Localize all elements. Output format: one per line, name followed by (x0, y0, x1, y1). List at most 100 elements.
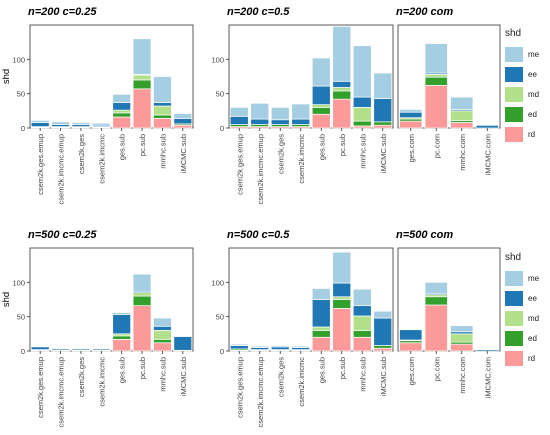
legend-item-md: md (505, 84, 550, 104)
legend-label-rd: rd (528, 353, 536, 363)
bar-segment-ed (112, 112, 132, 118)
x-tick-label: ges.sub (118, 357, 127, 383)
bar-segment-me (30, 120, 50, 123)
bar-segment-me (270, 107, 290, 121)
bar-segment-rd (332, 308, 352, 352)
bar-segment-md (311, 104, 331, 108)
bar-segment-me (424, 281, 448, 294)
bar-segment-me (153, 317, 172, 327)
bar-segment-ee (332, 282, 352, 298)
legend-title: shd (505, 252, 522, 263)
bar-segment-ed (352, 120, 372, 127)
bar-segment-me (352, 288, 372, 307)
bar-segment-ed (352, 330, 372, 338)
x-tick-label: mmhc.com (458, 134, 467, 171)
legend-label-md: md (528, 89, 540, 99)
y-tick-label: 0 (21, 124, 25, 133)
chart-panel-1: n=200 c=0.25 shd 0 50 100 csem2k.ges.emup csem… (1, 6, 194, 204)
bar-segment-ee (153, 325, 172, 331)
chart-panel-4: n=500 c=0.25 shd 0 50 100 csem2k.ges.emup csem… (1, 229, 194, 427)
x-tick-label: pc.com (432, 357, 441, 381)
bar-segment-rd (132, 305, 152, 352)
bar-segment-md (132, 74, 152, 81)
x-tick-label: iMCMC.com (483, 357, 492, 398)
bar-segment-rd (399, 342, 423, 352)
x-tick-label: csem2k.ges (77, 134, 86, 174)
bar-segment-ee (352, 305, 372, 317)
x-tick-label: csem2k.ges.emup (36, 357, 45, 418)
x-tick-label: ges.com (407, 134, 416, 162)
legend-swatch-md (505, 86, 523, 102)
y-tick-label: 100 (211, 278, 224, 287)
bar-segment-rd (352, 336, 372, 352)
bar-segment-me (132, 38, 152, 75)
bar-segment-rd (450, 343, 474, 352)
y-tick-label: 0 (220, 347, 224, 356)
bar-segment-md (153, 105, 172, 116)
bar-segment-rd (153, 118, 172, 129)
legend-swatch-rd (505, 126, 523, 142)
bar-segment-rd (132, 88, 152, 129)
bar-segment-ee (332, 80, 352, 88)
panel-title: n=200 c=0.5 (227, 6, 290, 18)
bar-segment-rd (173, 124, 193, 129)
bar-segment-me (450, 96, 474, 110)
bar-segment-me (424, 43, 448, 74)
x-tick-label: mmhc.sub (158, 357, 167, 392)
bar-segment-ee (30, 346, 50, 350)
bar-segment-me (311, 288, 331, 300)
x-tick-label: csem2k.imcmc.emup (57, 357, 66, 427)
y-axis-label: shd (1, 292, 12, 307)
bar-segment-rd (424, 85, 448, 129)
bar-segment-ed (373, 121, 393, 126)
legend-swatch-md (505, 310, 523, 326)
bar-segment-me (250, 345, 270, 348)
y-tick-label: 50 (17, 313, 25, 322)
bar-segment-ed (311, 330, 331, 338)
bar-segment-ee (399, 329, 423, 341)
legend-item-ee: ee (505, 64, 550, 84)
bar-segment-me (332, 251, 352, 284)
x-tick-label: pc.com (432, 134, 441, 158)
x-tick-label: csem2k.imcmc (297, 357, 306, 407)
x-tick-label: iMCMC.com (483, 134, 492, 175)
bar-segment-ee (173, 118, 193, 125)
bar-segment-ed (424, 76, 448, 86)
bar-segment-ee (173, 336, 193, 351)
bar-segment-me (399, 109, 423, 113)
legend-swatch-me (505, 46, 523, 62)
bar-segment-ee (229, 115, 249, 125)
bar-segment-md (352, 107, 372, 122)
x-tick-label: csem2k.imcmc (297, 134, 306, 184)
legend-swatch-ed (505, 106, 523, 122)
x-tick-label: pc.sub (338, 134, 347, 156)
bar-segment-ee (270, 119, 290, 125)
bar-segment-md (332, 296, 352, 300)
bar-segment-ed (311, 107, 331, 115)
bar-segment-ed (153, 338, 172, 344)
x-tick-label: mmhc.sub (158, 134, 167, 169)
x-tick-label: csem2k.imcmc.emup (57, 134, 66, 204)
bar-segment-rd (373, 124, 393, 129)
legend-label-ee: ee (528, 293, 537, 303)
panel-title: n=500 c=0.25 (28, 229, 97, 241)
y-tick-label: 0 (21, 347, 25, 356)
bar-segment-rd (153, 342, 172, 352)
bar-segment-me (450, 325, 474, 333)
legend-item-md: md (505, 308, 550, 328)
x-tick-label: pc.sub (338, 357, 347, 379)
legend-bottom: shd me ee md ed rd (505, 252, 550, 368)
bar-segment-rd (332, 98, 352, 129)
bar-segment-rd (373, 347, 393, 352)
legend-label-ed: ed (528, 333, 537, 343)
bar-segment-ee (475, 124, 499, 129)
bar-segment-md (132, 292, 152, 297)
x-tick-label: csem2k.imcmc (97, 134, 106, 184)
x-tick-label: csem2k.ges.emup (36, 134, 45, 195)
x-tick-label: iMCMC.sub (379, 357, 388, 396)
bar-segment-rd (112, 116, 132, 129)
bar-segment-me (91, 122, 111, 126)
bar-segment-ee (399, 111, 423, 119)
x-tick-label: csem2k.ges.emup (235, 134, 244, 195)
bar-segment-me (250, 102, 270, 120)
